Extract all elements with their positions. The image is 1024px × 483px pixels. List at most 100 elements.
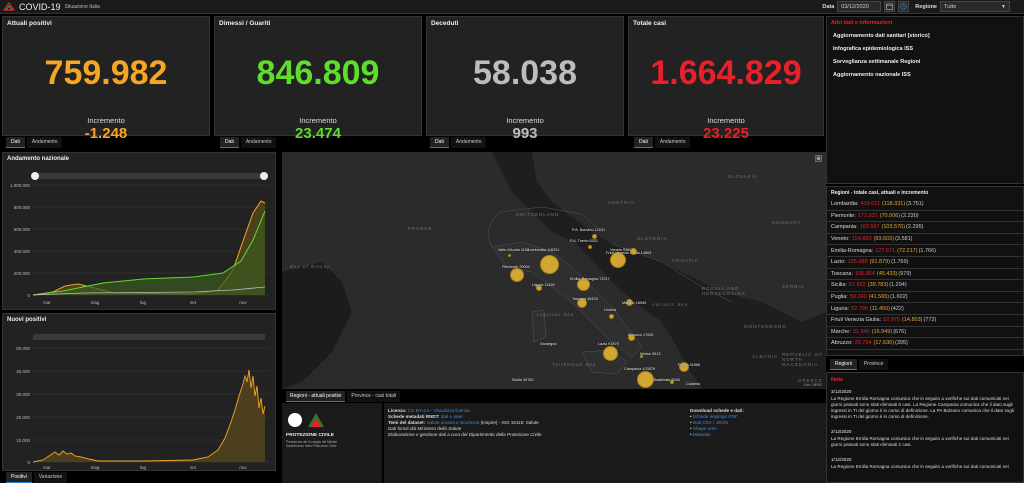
- region-row[interactable]: Lazio: 125.089 (91.879) (1.769): [827, 257, 1024, 269]
- region-bubble[interactable]: [540, 255, 559, 274]
- y-tick: 1.000.000: [10, 183, 31, 188]
- tab-regioni-attuali-positivi[interactable]: Regioni - attuali positivi: [286, 391, 346, 402]
- region-bubble[interactable]: [628, 334, 635, 341]
- license-label: Licenza:: [388, 408, 407, 413]
- region-bubble[interactable]: [637, 371, 654, 388]
- map-zoom-button[interactable]: ⊕: [815, 155, 822, 162]
- region-row[interactable]: Sicilia: 67.862 (39.783) (1.294): [827, 280, 1024, 292]
- region-bubble[interactable]: [510, 268, 524, 282]
- download-pdf-link[interactable]: Schede riepilogo PDF: [692, 414, 738, 419]
- tab-andamento[interactable]: Andamento: [26, 137, 63, 148]
- regions-list[interactable]: Lombardia: 419.011 (118.331) (3.751) Piemont…: [827, 199, 1024, 350]
- link-dati-sanitari[interactable]: Aggiornamento dati sanitari [storico]: [833, 33, 930, 39]
- region-bubble[interactable]: [592, 234, 597, 239]
- download-metadata-link[interactable]: Metadati: [692, 432, 711, 437]
- region-bubble-label: Toscana 45433: [572, 297, 598, 301]
- nuovi-chart[interactable]: 50.000 40.000 30.000 20.000 10.000 0 mar…: [3, 326, 277, 472]
- metadata-link[interactable]: dati e aree: [440, 414, 463, 419]
- tab-province[interactable]: Province: [858, 359, 889, 370]
- region-bubble[interactable]: [630, 248, 637, 255]
- license-link[interactable]: CC-BY-4.0 - Visualizza licenza: [407, 408, 470, 413]
- note-date: 2/12/2020: [831, 429, 852, 434]
- link-infografica-iss[interactable]: Infografica epidemiologica ISS: [833, 46, 914, 52]
- region-bubble[interactable]: [670, 380, 674, 384]
- region-row[interactable]: Lombardia: 419.011 (118.331) (3.751): [827, 199, 1024, 211]
- region-bubble[interactable]: [626, 299, 633, 306]
- tab-dati[interactable]: Dati: [6, 137, 25, 148]
- note-item: 1/12/2020 La Regione Emilia Romagna comun…: [831, 457, 1017, 470]
- region-row[interactable]: Friuli Venezia Giulia: 32.975 (14.803) (772…: [827, 315, 1024, 327]
- region-current: (14.803): [901, 317, 923, 324]
- map-country-label: ALBANIA: [752, 354, 779, 359]
- region-increment: (2.230): [901, 212, 919, 219]
- download-csv-link[interactable]: Dati CSV / JSON: [692, 420, 728, 425]
- region-row[interactable]: Puglia: 59.249 (41.565) (1.602): [827, 292, 1024, 304]
- region-name: Friuli Venezia Giulia:: [831, 317, 882, 324]
- y-tick: 30.000: [16, 392, 30, 397]
- kpi-increment-value: -1.248: [84, 125, 128, 142]
- kpi-tabs-3: Dati Andamento: [430, 137, 487, 148]
- kpi-dimessi-guariti: Dimessi / Guariti 846.809 Incremento 23.…: [214, 16, 422, 142]
- region-bubble[interactable]: [610, 252, 626, 268]
- region-row[interactable]: Campania: 160.567 (103.576) (2.295): [827, 222, 1024, 234]
- tab-dati[interactable]: Dati: [220, 137, 239, 148]
- region-row[interactable]: Emilia-Romagna: 127.871 (72.217) (1.766): [827, 245, 1024, 257]
- tab-andamento[interactable]: Andamento: [240, 137, 277, 148]
- region-name: Toscana:: [831, 270, 854, 277]
- region-total: 160.567: [859, 224, 880, 231]
- region-bubble[interactable]: [577, 278, 590, 291]
- andamento-chart[interactable]: 1.000.000 800.000 600.000 400.000 200.00…: [3, 165, 277, 311]
- range-slider-handle-left: [31, 172, 39, 180]
- calendar-icon: [886, 3, 894, 10]
- top-bar: COVID-19 Situazione Italia Data 03/12/20…: [0, 0, 1024, 14]
- region-bubble[interactable]: [588, 245, 592, 249]
- history-button[interactable]: [898, 1, 910, 12]
- data-source: Dati forniti dal Ministero della Salute: [388, 426, 462, 431]
- region-bubble[interactable]: [640, 355, 643, 358]
- region-bubble[interactable]: [679, 362, 689, 372]
- map-view[interactable]: FRANCE SWITZERLAND AUSTRIA SLOVENIA CROA…: [282, 152, 826, 389]
- y-tick: 10.000: [16, 438, 30, 443]
- note-text: La Regione Emilia Romagna comunica che i…: [831, 396, 1014, 419]
- tab-province-casi-totali[interactable]: Province - casi totali: [347, 391, 401, 402]
- terms-link[interactable]: Salute umana e sicurezza: [426, 420, 480, 425]
- region-bubble[interactable]: [609, 314, 614, 319]
- map-country-label: CROATIA: [672, 258, 699, 263]
- download-shape-link[interactable]: Shape aree: [692, 426, 717, 431]
- tab-andamento[interactable]: Andamento: [654, 137, 691, 148]
- y-tick: 0: [27, 293, 30, 298]
- region-row[interactable]: Abruzzo: 29.794 (17.630) (395): [827, 338, 1024, 350]
- region-bubble[interactable]: [577, 298, 587, 308]
- region-select[interactable]: Tutte ▼: [940, 1, 1010, 12]
- region-total: 419.011: [860, 201, 881, 208]
- tab-regioni[interactable]: Regioni: [830, 359, 857, 370]
- tab-andamento[interactable]: Andamento: [450, 137, 487, 148]
- range-slider-track: [33, 334, 265, 340]
- note-date: 1/12/2020: [831, 457, 852, 462]
- link-aggiornamento-iss[interactable]: Aggiornamento nazionale ISS: [833, 72, 911, 78]
- region-row[interactable]: Piemonte: 172.931 (70.006) (2.230): [827, 211, 1024, 223]
- map-country-label: BOSNIA AND HERZEGOVINA: [702, 286, 746, 296]
- region-bubble-label: Liguria 11450: [532, 283, 555, 287]
- calendar-button[interactable]: [884, 1, 896, 12]
- region-bubble[interactable]: [536, 285, 542, 291]
- map-country-label: HUNGARY: [772, 220, 802, 225]
- tab-dati[interactable]: Dati: [634, 137, 653, 148]
- date-input[interactable]: 03/12/2020: [837, 1, 882, 12]
- region-row[interactable]: Toscana: 105.864 (45.433) (979): [827, 269, 1024, 281]
- region-bubble[interactable]: [603, 346, 618, 361]
- kpi-title: Totale casi: [633, 20, 667, 27]
- tab-variazione[interactable]: Variazione: [33, 472, 68, 483]
- region-bubble[interactable]: [508, 254, 511, 257]
- kpi-increment-value: 23.225: [703, 125, 749, 142]
- tab-positivi[interactable]: Positivi: [6, 472, 32, 483]
- tab-dati[interactable]: Dati: [430, 137, 449, 148]
- links-title: Altri dati e informazioni: [831, 20, 893, 26]
- region-row[interactable]: Liguria: 52.790 (11.450) (422): [827, 303, 1024, 315]
- region-bubble-label: Piemonte 70006: [502, 265, 530, 269]
- region-total: 67.862: [848, 282, 866, 289]
- region-bubble-label: Campania 103576: [624, 367, 656, 371]
- region-row[interactable]: Veneto: 154.890 (93.603) (3.581): [827, 234, 1024, 246]
- region-row[interactable]: Marche: 31.940 (16.949) (676): [827, 327, 1024, 339]
- link-sorveglianza-regioni[interactable]: Sorveglianza settimanale Regioni: [833, 59, 921, 65]
